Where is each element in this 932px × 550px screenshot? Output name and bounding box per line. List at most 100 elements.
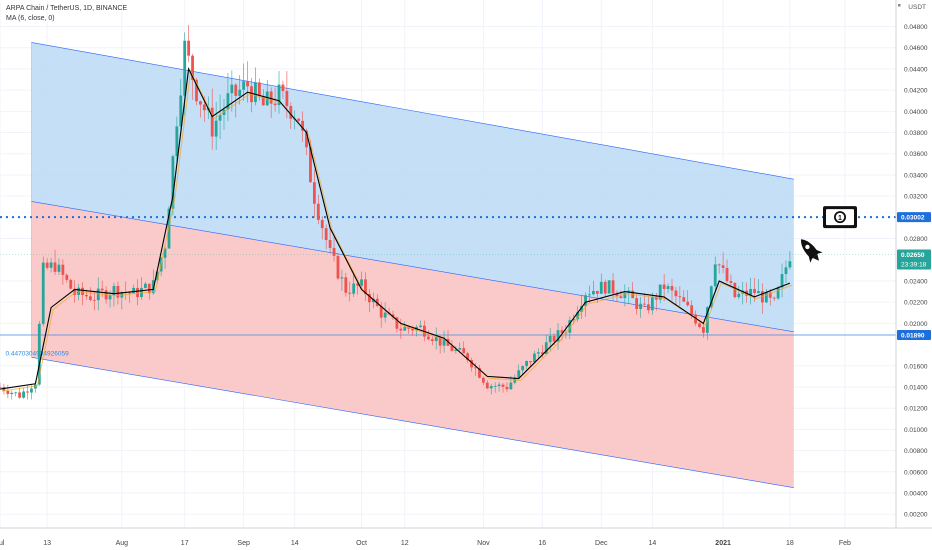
candle-body	[305, 130, 308, 148]
candle-body	[61, 264, 65, 275]
candle-body	[497, 384, 501, 387]
candle-body	[328, 240, 332, 248]
svg-text:1: 1	[838, 215, 842, 222]
candle-body	[560, 330, 564, 333]
time-tick-label: Oct	[356, 540, 367, 547]
candle-body	[324, 228, 328, 241]
upper-channel-fill	[31, 42, 794, 332]
support-price-badge: 0.01890	[897, 330, 931, 341]
candle-body	[344, 277, 348, 293]
candle-body	[544, 342, 548, 354]
candle-body	[764, 292, 768, 303]
candle-body	[356, 283, 360, 286]
candle-body	[116, 285, 120, 298]
candle-body	[214, 120, 218, 137]
candle-body	[603, 281, 607, 294]
ma-line[interactable]	[0, 67, 791, 390]
candle-body	[588, 294, 591, 296]
price-tick-label: 0.03600	[904, 151, 928, 158]
candle-body	[737, 293, 741, 298]
candle-body	[725, 267, 729, 282]
time-tick-label: Dec	[595, 540, 608, 547]
candle-body	[584, 295, 587, 307]
candle-body	[784, 267, 788, 275]
candle-body	[674, 290, 678, 297]
candle-body	[595, 290, 599, 294]
candle-body	[721, 265, 725, 268]
candle-body	[312, 182, 316, 204]
candle-body	[147, 283, 151, 294]
candle-body	[686, 301, 690, 306]
candle-body	[533, 353, 536, 363]
candle-body	[709, 286, 713, 308]
candle-body	[368, 293, 371, 303]
candle-body	[320, 219, 324, 229]
candle-body	[702, 327, 705, 333]
candle-body	[132, 287, 136, 294]
candle-body	[6, 390, 10, 395]
time-tick-label: 14	[291, 540, 299, 547]
currency-label: USDT	[908, 4, 926, 11]
candle-body	[717, 264, 721, 266]
candle-body	[53, 262, 57, 272]
candle-body	[666, 286, 670, 290]
time-tick-label: 16	[538, 540, 546, 547]
candle-body	[556, 330, 560, 342]
candle-body	[171, 156, 175, 209]
candle-body	[151, 280, 155, 294]
candle-body	[470, 360, 473, 368]
price-tick-label: 0.01600	[904, 363, 928, 370]
candle-body	[442, 338, 446, 346]
price-tick-label: 0.03400	[904, 172, 928, 179]
svg-text:0.03002: 0.03002	[901, 215, 925, 222]
candle-body	[128, 292, 132, 294]
candle-body	[163, 248, 167, 258]
candle-body	[466, 353, 470, 361]
candle-body	[505, 386, 509, 390]
candle-body	[364, 279, 367, 294]
candle-body	[26, 391, 29, 393]
symbol-title: ARPA Chain / TetherUS, 1D, BINANCE	[6, 5, 128, 12]
candle-body	[49, 262, 53, 268]
candle-body	[100, 288, 104, 291]
candle-body	[218, 115, 222, 121]
candle-body	[254, 82, 257, 103]
candle-body	[438, 336, 442, 346]
candle-body	[548, 335, 552, 343]
svg-text:0.02650: 0.02650	[901, 252, 925, 259]
candle-body	[757, 291, 760, 294]
candle-body	[540, 352, 544, 354]
price-tick-label: 0.04200	[904, 88, 928, 95]
candle-body	[187, 40, 191, 56]
resistance-price-badge: 0.03002	[897, 212, 931, 223]
time-tick-label: 12	[401, 540, 409, 547]
candle-body	[753, 288, 756, 294]
candle-body	[403, 327, 407, 331]
rocket-icon	[800, 239, 823, 263]
candle-body	[175, 126, 179, 157]
candle-body	[108, 295, 112, 300]
candle-body	[332, 247, 336, 256]
candle-body	[580, 306, 584, 313]
candle-body	[430, 339, 434, 342]
channel-upper-line[interactable]	[31, 42, 794, 180]
ma-secondary-line[interactable]	[1, 69, 793, 392]
candle-body	[37, 323, 41, 385]
price-tick-label: 0.04000	[904, 109, 928, 116]
price-axis[interactable]: USDT 0.04800 0.04600 0.04400 0.04200 0.04000 0…	[895, 0, 932, 550]
candle-body	[191, 55, 194, 80]
candle-body	[210, 107, 214, 137]
candle-body	[81, 287, 84, 296]
currency-marker	[898, 4, 901, 7]
time-axis[interactable]: Jul 13 Aug 17 Sep 14 Oct 12 Nov 16 Dec 14 2021 18 Feb	[0, 527, 932, 550]
candle-body	[183, 40, 187, 96]
channel-lower-line[interactable]	[31, 357, 794, 489]
time-tick-label: Jul	[0, 540, 5, 547]
candle-body	[41, 262, 45, 324]
candle-body	[607, 280, 611, 294]
candle-body	[18, 392, 22, 398]
candle-body	[96, 288, 100, 301]
channel-mid-line[interactable]	[31, 201, 794, 333]
candle-body	[572, 319, 576, 321]
